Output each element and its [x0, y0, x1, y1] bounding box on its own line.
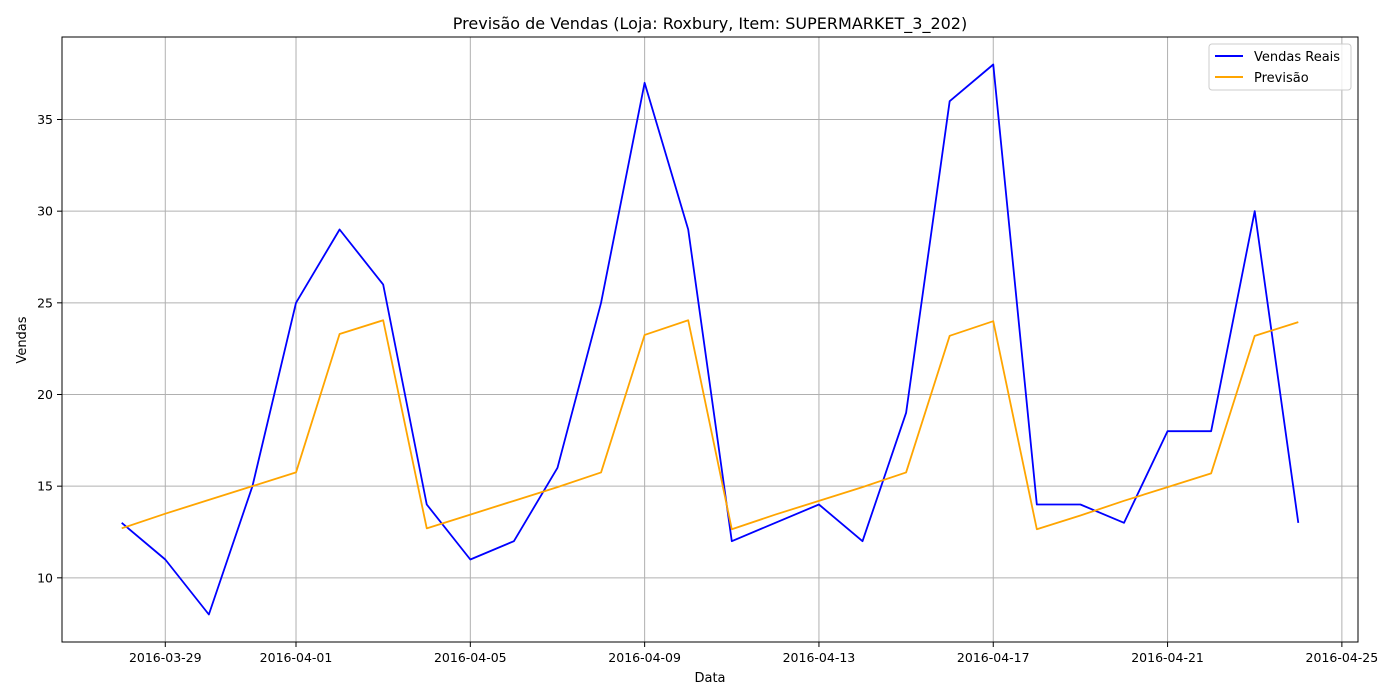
- legend-label-previsao: Previsão: [1254, 71, 1309, 86]
- y-axis-label: Vendas: [15, 316, 30, 363]
- x-axis-ticks: 2016-03-29 2016-04-01 2016-04-05 2016-04-09…: [129, 642, 1378, 665]
- x-tick-label: 2016-04-09: [608, 650, 681, 665]
- plot-frame: [61, 36, 1359, 643]
- y-tick-label: 10: [37, 570, 53, 585]
- series-line-previsao: [121, 319, 1299, 531]
- y-tick-label: 35: [37, 112, 53, 127]
- x-tick-label: 2016-04-25: [1306, 650, 1379, 665]
- series-lines: [121, 63, 1300, 616]
- x-tick-label: 2016-04-01: [260, 650, 333, 665]
- y-tick-label: 15: [37, 479, 53, 494]
- series-line-vendas-reais: [121, 63, 1300, 616]
- y-tick-label: 30: [37, 204, 53, 219]
- y-axis-ticks: 10 15 20 25 30 35: [37, 112, 62, 585]
- y-tick-label: 25: [37, 295, 53, 310]
- x-tick-label: 2016-04-21: [1131, 650, 1204, 665]
- x-tick-label: 2016-04-05: [434, 650, 507, 665]
- x-tick-label: 2016-04-17: [957, 650, 1030, 665]
- legend-label-vendas-reais: Vendas Reais: [1254, 50, 1340, 65]
- x-tick-label: 2016-03-29: [129, 650, 202, 665]
- legend-box: [1208, 43, 1352, 91]
- x-tick-label: 2016-04-13: [783, 650, 856, 665]
- chart-title: Previsão de Vendas (Loja: Roxbury, Item:…: [453, 14, 967, 34]
- legend: Vendas Reais Previsão: [1208, 43, 1352, 91]
- x-axis-label: Data: [694, 671, 725, 686]
- y-tick-label: 20: [37, 387, 53, 402]
